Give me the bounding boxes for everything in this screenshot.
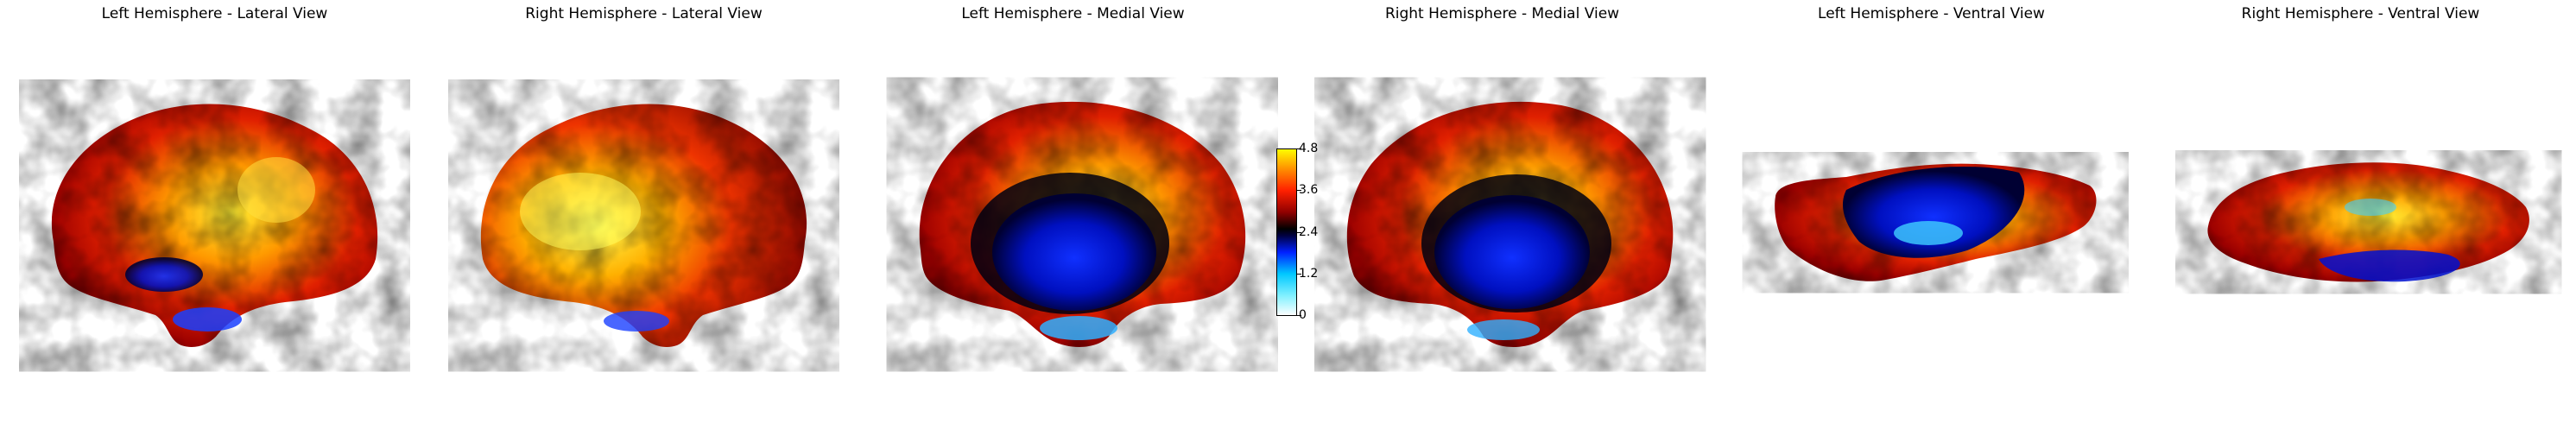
colorbar-tick-mark — [1297, 232, 1301, 233]
brain-surface-right-medial — [1346, 101, 1674, 347]
panel-title: Left Hemisphere - Ventral View — [1818, 5, 2045, 22]
panel-right-lateral: Right Hemisphere - Lateral View — [429, 0, 858, 442]
colorbar-tick-mark — [1297, 190, 1301, 191]
panel-title: Right Hemisphere - Ventral View — [2241, 5, 2480, 22]
colorbar-tick-mark — [1297, 315, 1301, 316]
brain-surface-left-lateral — [51, 104, 378, 347]
panel-left-lateral: Left Hemisphere - Lateral View — [0, 0, 429, 442]
panel-title: Right Hemisphere - Medial View — [1384, 5, 1620, 22]
brain-surface-left-medial — [919, 101, 1246, 347]
panel-right-ventral: Right Hemisphere - Ventral View — [2146, 0, 2575, 442]
colorbar-tick-mark — [1297, 274, 1301, 275]
brain-surface-left-ventral — [1775, 163, 2097, 281]
panel-title: Right Hemisphere - Lateral View — [525, 5, 763, 22]
colorbar-tick-label: 3.6 — [1299, 183, 1319, 197]
panel-title: Left Hemisphere - Lateral View — [101, 5, 328, 22]
colorbar-gradient — [1276, 148, 1297, 316]
colorbar — [1276, 148, 1297, 316]
colorbar-tick-label: 4.8 — [1299, 142, 1319, 155]
panel-title: Left Hemisphere - Medial View — [961, 5, 1185, 22]
colorbar-tick-label: 2.4 — [1299, 225, 1319, 239]
panel-left-ventral: Left Hemisphere - Ventral View — [1717, 0, 2146, 442]
brain-surface-right-lateral — [480, 104, 807, 347]
panel-left-medial: Left Hemisphere - Medial View — [858, 0, 1288, 442]
colorbar-tick-label: 0 — [1299, 308, 1307, 322]
panel-right-medial: Right Hemisphere - Medial View — [1288, 0, 1717, 442]
colorbar-tick-label: 1.2 — [1299, 267, 1319, 281]
colorbar-tick-mark — [1297, 148, 1301, 149]
brain-surface-right-ventral — [2207, 162, 2529, 282]
